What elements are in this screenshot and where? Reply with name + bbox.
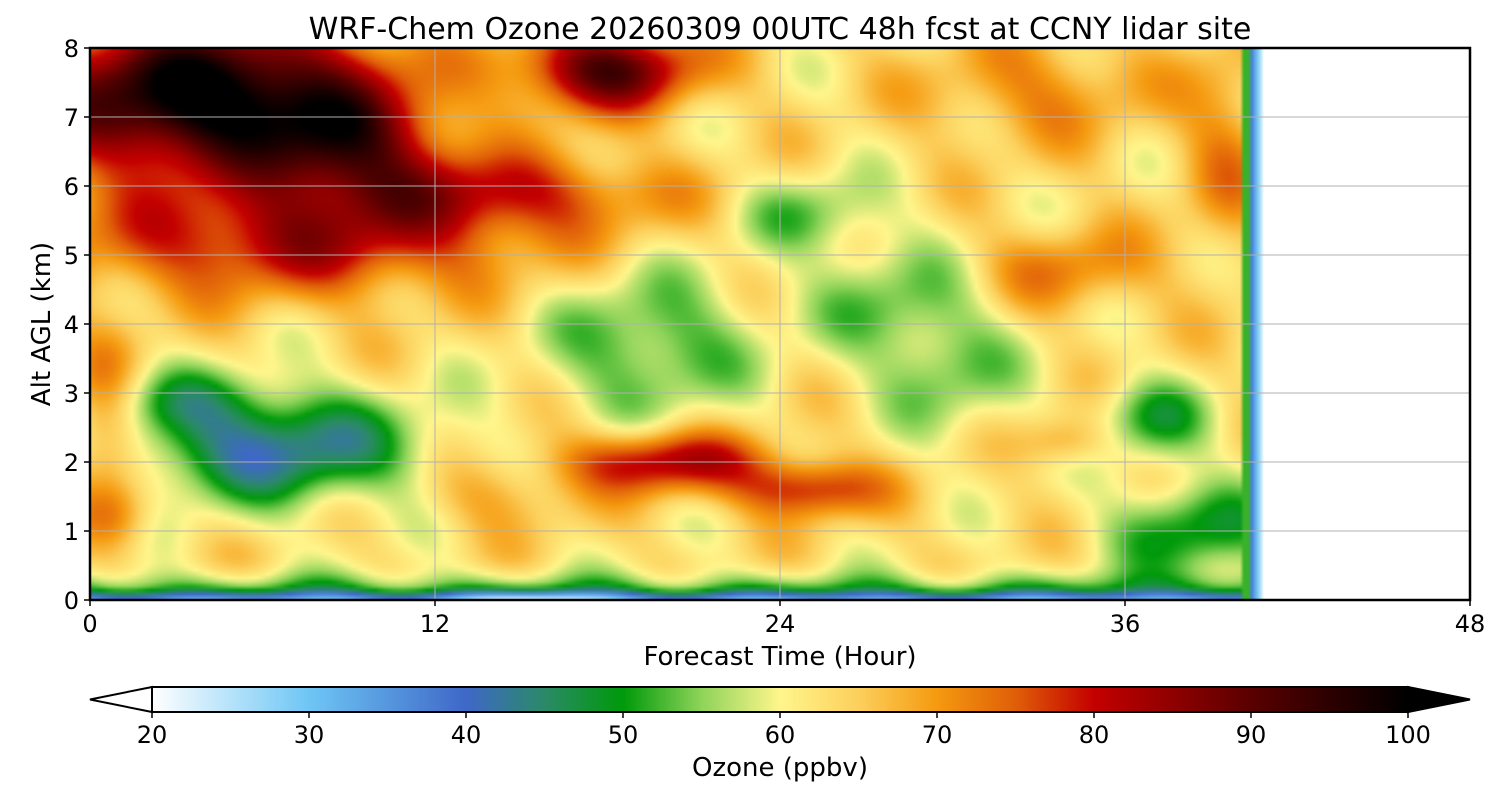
chart-title: WRF-Chem Ozone 20260309 00UTC 48h fcst a… xyxy=(309,12,1252,47)
colorbar-tick-label: 30 xyxy=(294,721,325,749)
y-tick-label: 8 xyxy=(64,35,79,63)
colorbar: 20 30 40 50 60 70 80 90 100 Ozone (ppbv) xyxy=(89,685,1471,783)
y-tick-label: 7 xyxy=(64,104,79,132)
x-axis: 0 12 24 36 48 xyxy=(82,600,1485,638)
colorbar-ticks: 20 30 40 50 60 70 80 90 100 xyxy=(137,712,1431,749)
y-tick-label: 4 xyxy=(64,311,79,339)
colorbar-gradient xyxy=(152,687,1408,712)
x-tick-label: 0 xyxy=(82,610,97,638)
y-tick-label: 5 xyxy=(64,242,79,270)
grid-lines xyxy=(90,48,1470,600)
y-tick-label: 6 xyxy=(64,173,79,201)
colorbar-tick-label: 60 xyxy=(765,721,796,749)
colorbar-high-extend xyxy=(1407,685,1471,714)
y-tick-label: 0 xyxy=(64,587,79,615)
y-tick-label: 3 xyxy=(64,380,79,408)
colorbar-tick-label: 50 xyxy=(608,721,639,749)
colorbar-tick-label: 20 xyxy=(137,721,168,749)
colorbar-label: Ozone (ppbv) xyxy=(692,753,868,783)
colorbar-tick-label: 80 xyxy=(1079,721,1110,749)
plot-area xyxy=(88,46,1472,602)
y-axis: 0 1 2 3 4 5 6 7 8 xyxy=(64,35,90,615)
colorbar-tick-label: 70 xyxy=(922,721,953,749)
x-axis-label: Forecast Time (Hour) xyxy=(643,642,916,672)
colorbar-low-extend xyxy=(89,685,153,714)
y-tick-label: 2 xyxy=(64,449,79,477)
colorbar-tick-label: 100 xyxy=(1385,721,1431,749)
x-tick-label: 36 xyxy=(1110,610,1141,638)
y-axis-label: Alt AGL (km) xyxy=(27,242,57,406)
colorbar-tick-label: 40 xyxy=(451,721,482,749)
x-tick-label: 48 xyxy=(1455,610,1486,638)
x-tick-label: 24 xyxy=(765,610,796,638)
y-tick-label: 1 xyxy=(64,518,79,546)
x-tick-label: 12 xyxy=(420,610,451,638)
colorbar-tick-label: 90 xyxy=(1236,721,1267,749)
